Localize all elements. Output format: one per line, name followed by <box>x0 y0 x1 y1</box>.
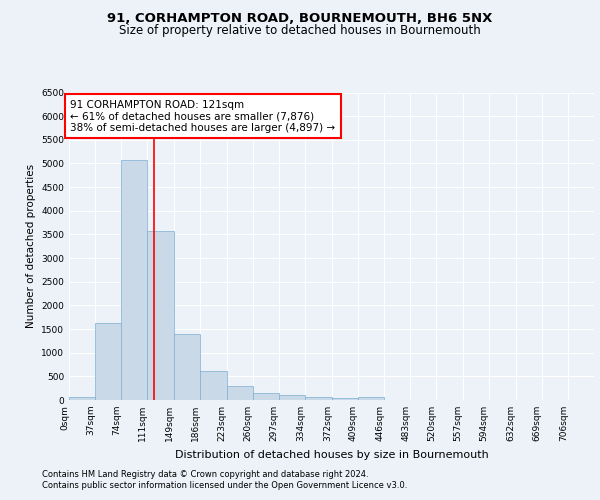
Text: 91 CORHAMPTON ROAD: 121sqm
← 61% of detached houses are smaller (7,876)
38% of s: 91 CORHAMPTON ROAD: 121sqm ← 61% of deta… <box>70 100 335 133</box>
Bar <box>305 398 332 400</box>
Bar <box>253 393 279 400</box>
Bar <box>95 324 121 400</box>
Bar <box>121 160 148 400</box>
Bar <box>227 386 253 400</box>
X-axis label: Distribution of detached houses by size in Bournemouth: Distribution of detached houses by size … <box>175 450 488 460</box>
Bar <box>358 398 384 400</box>
Bar <box>279 396 305 400</box>
Text: Contains public sector information licensed under the Open Government Licence v3: Contains public sector information licen… <box>42 481 407 490</box>
Bar <box>148 230 174 400</box>
Bar <box>332 398 358 400</box>
Y-axis label: Number of detached properties: Number of detached properties <box>26 164 35 328</box>
Text: 91, CORHAMPTON ROAD, BOURNEMOUTH, BH6 5NX: 91, CORHAMPTON ROAD, BOURNEMOUTH, BH6 5N… <box>107 12 493 26</box>
Text: Size of property relative to detached houses in Bournemouth: Size of property relative to detached ho… <box>119 24 481 37</box>
Text: Contains HM Land Registry data © Crown copyright and database right 2024.: Contains HM Land Registry data © Crown c… <box>42 470 368 479</box>
Bar <box>174 334 200 400</box>
Bar <box>200 370 227 400</box>
Bar <box>69 396 95 400</box>
